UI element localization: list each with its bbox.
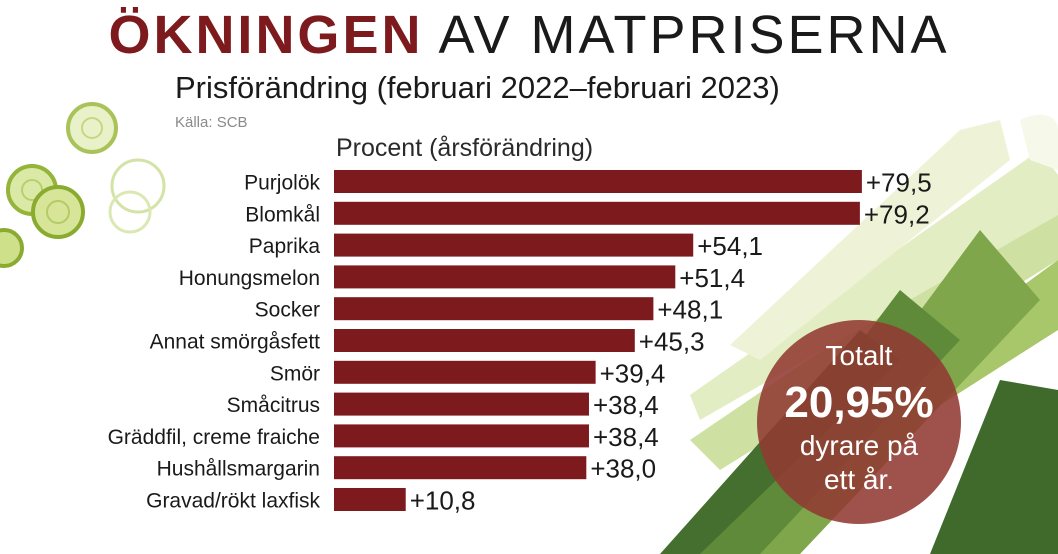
bar-7 [334,392,589,416]
category-label: Blomkål [245,203,320,226]
category-label: Socker [255,299,320,322]
source-note: Källa: SCB [175,114,248,131]
bar-1 [334,201,860,225]
headline-rest: AV MATPRISERNA [438,5,950,65]
value-label: +38,4 [593,422,659,452]
bar-0 [334,170,862,193]
value-label: +79,5 [866,168,932,198]
value-label: +48,1 [657,295,723,325]
badge-value: 20,95% [784,378,934,427]
value-label: +38,0 [590,454,656,484]
category-label: Småcitrus [227,394,320,417]
value-label: +38,4 [593,390,659,420]
badge-line-1: Totalt [825,340,893,371]
axis-title: Procent (årsförändring) [336,134,594,162]
bar-6 [334,360,596,384]
headline-accent: ÖKNINGEN [108,5,424,65]
bar-10 [334,488,406,511]
category-label: Hushållsmargarin [157,458,320,481]
category-label: Paprika [249,235,321,258]
bar-2 [334,233,694,257]
value-label: +51,4 [679,263,745,293]
chart-subtitle: Prisförändring (februari 2022–februari 2… [175,70,780,105]
leek-rings-decoration [0,102,166,268]
value-label: +10,8 [410,486,476,516]
bar-9 [334,456,587,480]
total-badge: Totalt 20,95% dyrare på ett år. [757,320,961,524]
category-label: Smör [270,362,320,385]
category-label: Purjolök [244,172,320,195]
value-label: +79,2 [864,199,930,229]
category-label: Annat smörgåsfett [150,331,321,354]
value-label: +54,1 [697,231,763,261]
category-label: Honungsmelon [179,267,320,290]
category-label: Gräddfil, creme fraiche [108,426,320,449]
headline: ÖKNINGEN AV MATPRISERNA [0,4,1058,66]
bar-5 [334,329,635,352]
value-label: +39,4 [600,358,666,388]
category-label: Gravad/rökt laxfisk [146,490,320,513]
value-label: +45,3 [639,327,705,357]
badge-line-2: dyrare på [799,430,919,461]
bar-8 [334,424,589,448]
bar-3 [334,265,676,289]
bar-4 [334,297,654,321]
badge-line-3: ett år. [823,464,895,495]
